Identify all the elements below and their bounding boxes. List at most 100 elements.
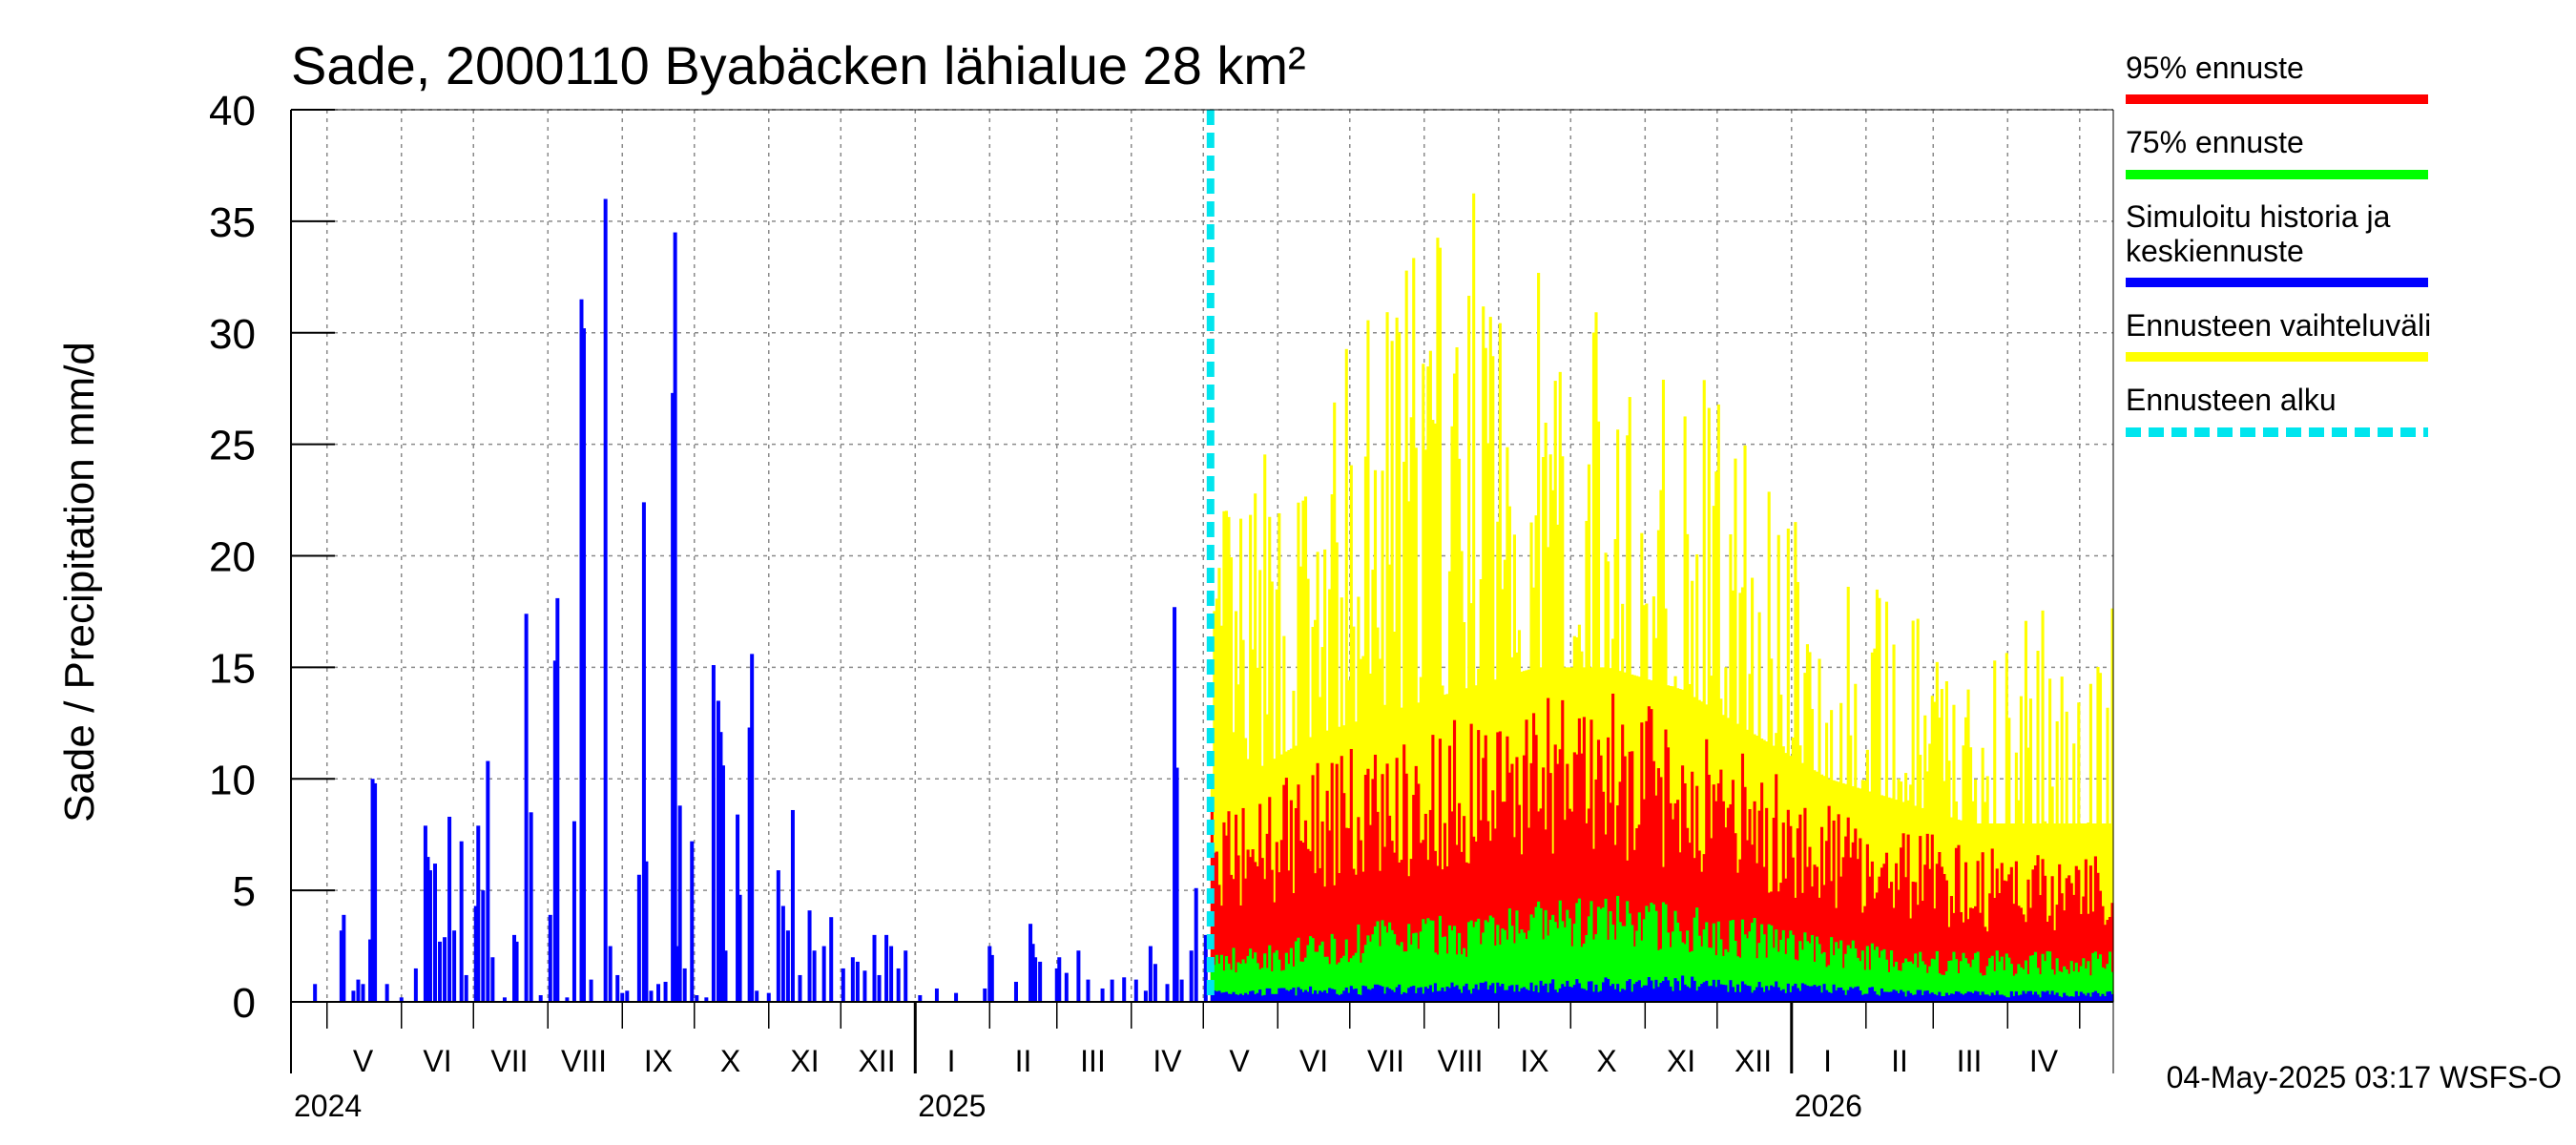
range-bar [1884, 601, 1889, 1002]
p95-bar [2060, 893, 2064, 1002]
p75-bar [1529, 914, 1533, 1002]
history-bar [1165, 984, 1170, 1002]
p75-bar [2093, 951, 2097, 1002]
p95-bar [2050, 876, 2054, 1002]
p95-bar [1914, 882, 1918, 1002]
p95-bar [1865, 843, 1869, 1002]
p75-bar [1882, 948, 1886, 1002]
range-bar [1993, 660, 1997, 1002]
mean-bar [1224, 991, 1229, 1002]
range-bar [1455, 346, 1459, 1002]
mean-bar [1213, 990, 1216, 1002]
range-bar [1659, 489, 1663, 1002]
p75-bar [1993, 970, 1997, 1002]
p95-bar [1553, 744, 1557, 1002]
mean-bar [1506, 989, 1509, 1002]
history-bar [889, 946, 894, 1002]
p75-bar [1436, 954, 1440, 1002]
p95-bar [1496, 732, 1500, 1002]
p75-bar [1859, 961, 1862, 1002]
p75-bar [2074, 962, 2078, 1002]
p95-bar [2012, 904, 2016, 1002]
p95-bar [1611, 693, 1615, 1002]
p95-bar [1382, 846, 1387, 1002]
mean-bar [1311, 993, 1315, 1002]
history-bar [918, 994, 923, 1002]
p75-bar [1887, 971, 1891, 1002]
p95-bar [2003, 880, 2006, 1002]
mean-bar [1921, 994, 1924, 1002]
range-bar [1423, 449, 1427, 1003]
range-bar [1244, 738, 1248, 1002]
p75-bar [1719, 939, 1723, 1002]
p75-bar [1390, 929, 1394, 1002]
p95-bar [1808, 846, 1812, 1002]
range-bar [1729, 533, 1733, 1002]
month-label: VI [1299, 1044, 1328, 1078]
p95-bar [1632, 849, 1636, 1002]
range-bar [2055, 720, 2059, 1002]
mean-bar [2005, 997, 2008, 1002]
mean-bar [1484, 981, 1487, 1002]
p95-bar [1700, 871, 1704, 1002]
p75-bar [1371, 934, 1375, 1002]
history-bar [579, 299, 584, 1002]
p75-bar [1591, 939, 1596, 1002]
mean-bar [1551, 979, 1555, 1002]
p75-bar [1860, 950, 1864, 1002]
history-bar [954, 992, 959, 1002]
p75-bar [1366, 935, 1370, 1002]
p75-bar [1919, 951, 1922, 1002]
p75-bar [2108, 951, 2112, 1002]
p75-bar [1244, 963, 1248, 1002]
mean-bar [1363, 986, 1367, 1002]
p95-bar [1433, 850, 1437, 1002]
mean-bar [1580, 988, 1584, 1002]
range-bar [1969, 747, 1973, 1002]
history-bar [476, 825, 481, 1002]
mean-bar [1683, 984, 1687, 1002]
mean-bar [1210, 994, 1214, 1002]
month-label: XII [1735, 1044, 1772, 1078]
p75-bar [1301, 961, 1305, 1002]
p75-bar [1515, 910, 1519, 1002]
p95-bar [1786, 809, 1790, 1002]
p95-bar [1944, 880, 1948, 1002]
mean-bar [1775, 981, 1778, 1002]
p95-bar [1319, 867, 1322, 1002]
mean-bar [1873, 990, 1877, 1002]
mean-bar [1990, 992, 1994, 1002]
range-bar [1450, 426, 1454, 1002]
p75-bar [1628, 913, 1631, 1002]
history-bar [370, 779, 375, 1002]
mean-bar [1753, 989, 1756, 1002]
p75-bar [1275, 949, 1278, 1002]
p95-bar [1822, 885, 1826, 1002]
mean-bar [1547, 992, 1550, 1002]
p75-bar [1297, 937, 1300, 1002]
p95-bar [1400, 860, 1403, 1002]
p75-bar [1503, 929, 1506, 1002]
mean-bar [2038, 997, 2043, 1002]
mean-bar [1241, 994, 1245, 1002]
p95-bar [1284, 778, 1288, 1002]
p75-bar [1779, 939, 1783, 1002]
history-bar [790, 809, 795, 1002]
range-bar [1452, 373, 1457, 1002]
mean-bar [1613, 989, 1617, 1002]
p75-bar [1673, 910, 1677, 1002]
range-bar [1501, 589, 1505, 1002]
mean-bar [1395, 987, 1399, 1002]
p95-bar [1695, 785, 1699, 1002]
mean-bar [1839, 987, 1843, 1002]
mean-bar [1734, 991, 1737, 1002]
p75-bar [1957, 972, 1961, 1002]
p75-bar [1666, 932, 1671, 1002]
history-bar [426, 857, 430, 1002]
mean-bar [1460, 992, 1464, 1002]
history-bar [711, 665, 716, 1002]
range-bar [1270, 581, 1274, 1002]
p95-bar [1486, 821, 1490, 1002]
range-bar [1952, 704, 1956, 1002]
p75-bar [1952, 951, 1956, 1002]
